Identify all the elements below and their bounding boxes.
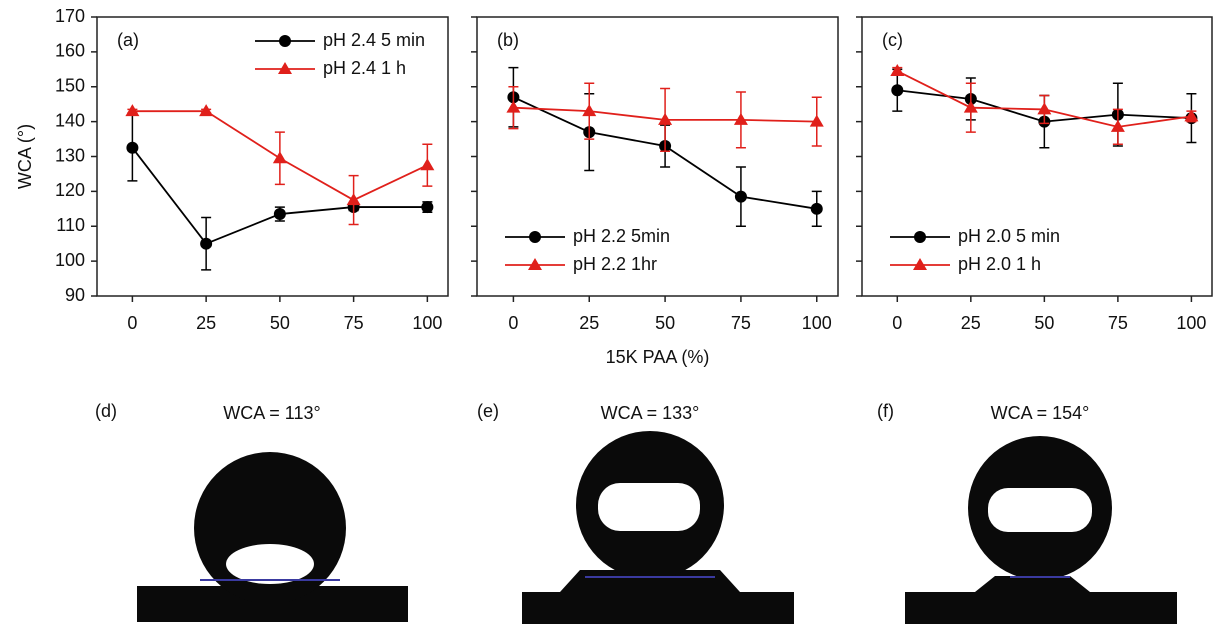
marker <box>200 237 213 250</box>
marker <box>1110 119 1125 132</box>
highlight <box>226 544 314 584</box>
photo-f <box>905 436 1177 624</box>
legend-marker <box>913 258 927 270</box>
legend-entry: pH 2.0 5 min <box>890 226 1060 246</box>
photo-e <box>522 431 794 624</box>
panel-label: (a) <box>117 30 139 50</box>
x-tick-label: 50 <box>1034 313 1054 333</box>
x-tick-label: 0 <box>127 313 137 333</box>
marker <box>582 104 597 117</box>
marker <box>1037 102 1052 115</box>
y-tick-label: 110 <box>56 215 85 235</box>
x-tick-label: 100 <box>802 313 832 333</box>
marker <box>891 84 904 97</box>
legend-entry: pH 2.2 5min <box>505 226 670 246</box>
photo-caption: WCA = 113° <box>223 403 320 423</box>
marker <box>963 100 978 113</box>
y-tick-label: 100 <box>55 250 85 270</box>
x-tick-label: 100 <box>1176 313 1206 333</box>
highlight <box>598 483 700 531</box>
x-tick-label: 100 <box>412 313 442 333</box>
photo-d <box>137 452 408 622</box>
legend-marker <box>279 35 291 47</box>
y-tick-label: 150 <box>55 76 85 96</box>
y-tick-label: 130 <box>55 145 85 165</box>
legend-label: pH 2.4 5 min <box>323 30 425 50</box>
legend-label: pH 2.0 1 h <box>958 254 1041 274</box>
x-tick-label: 25 <box>961 313 981 333</box>
y-axis-title: WCA (°) <box>15 124 35 189</box>
highlight <box>988 488 1092 532</box>
marker <box>199 104 214 117</box>
x-tick-label: 75 <box>1108 313 1128 333</box>
marker <box>420 158 435 171</box>
legend-label: pH 2.2 1hr <box>573 254 657 274</box>
y-tick-label: 120 <box>55 180 85 200</box>
y-tick-label: 160 <box>55 41 85 61</box>
x-tick-label: 50 <box>655 313 675 333</box>
x-tick-label: 25 <box>579 313 599 333</box>
neck <box>975 576 1090 592</box>
marker <box>346 193 361 206</box>
x-tick-label: 75 <box>344 313 364 333</box>
marker <box>125 104 140 117</box>
legend-label: pH 2.2 5min <box>573 226 670 246</box>
substrate <box>905 592 1177 624</box>
photo-label: (d) <box>95 401 117 421</box>
legend-marker <box>529 231 541 243</box>
marker <box>273 208 286 221</box>
x-tick-label: 25 <box>196 313 216 333</box>
plot-frame <box>476 16 839 297</box>
marker <box>506 100 521 113</box>
x-tick-label: 75 <box>731 313 751 333</box>
y-tick-label: 170 <box>55 6 85 26</box>
y-tick-label: 90 <box>65 285 85 305</box>
panel-label: (b) <box>497 30 519 50</box>
marker <box>809 114 824 127</box>
photo-label: (f) <box>877 401 894 421</box>
marker <box>1184 109 1199 122</box>
marker <box>890 64 905 77</box>
substrate <box>522 592 794 624</box>
marker <box>658 112 673 125</box>
legend-entry: pH 2.4 1 h <box>255 58 406 78</box>
x-tick-label: 0 <box>892 313 902 333</box>
neck <box>560 570 740 592</box>
photo-caption: WCA = 154° <box>991 403 1090 423</box>
panel-label: (c) <box>882 30 903 50</box>
marker <box>272 151 287 164</box>
legend-label: pH 2.4 1 h <box>323 58 406 78</box>
marker <box>421 201 434 214</box>
marker <box>734 190 747 203</box>
x-tick-label: 0 <box>508 313 518 333</box>
photo-caption: WCA = 133° <box>601 403 700 423</box>
legend-marker <box>914 231 926 243</box>
legend-marker <box>528 258 542 270</box>
y-tick-label: 140 <box>55 110 85 130</box>
legend-label: pH 2.0 5 min <box>958 226 1060 246</box>
x-tick-label: 50 <box>270 313 290 333</box>
legend-entry: pH 2.0 1 h <box>890 254 1041 274</box>
photo-label: (e) <box>477 401 499 421</box>
legend-marker <box>278 62 292 74</box>
marker <box>126 141 139 154</box>
marker <box>733 112 748 125</box>
legend-entry: pH 2.2 1hr <box>505 254 657 274</box>
x-axis-title: 15K PAA (%) <box>606 347 710 367</box>
legend-entry: pH 2.4 5 min <box>255 30 425 50</box>
marker <box>810 202 823 215</box>
